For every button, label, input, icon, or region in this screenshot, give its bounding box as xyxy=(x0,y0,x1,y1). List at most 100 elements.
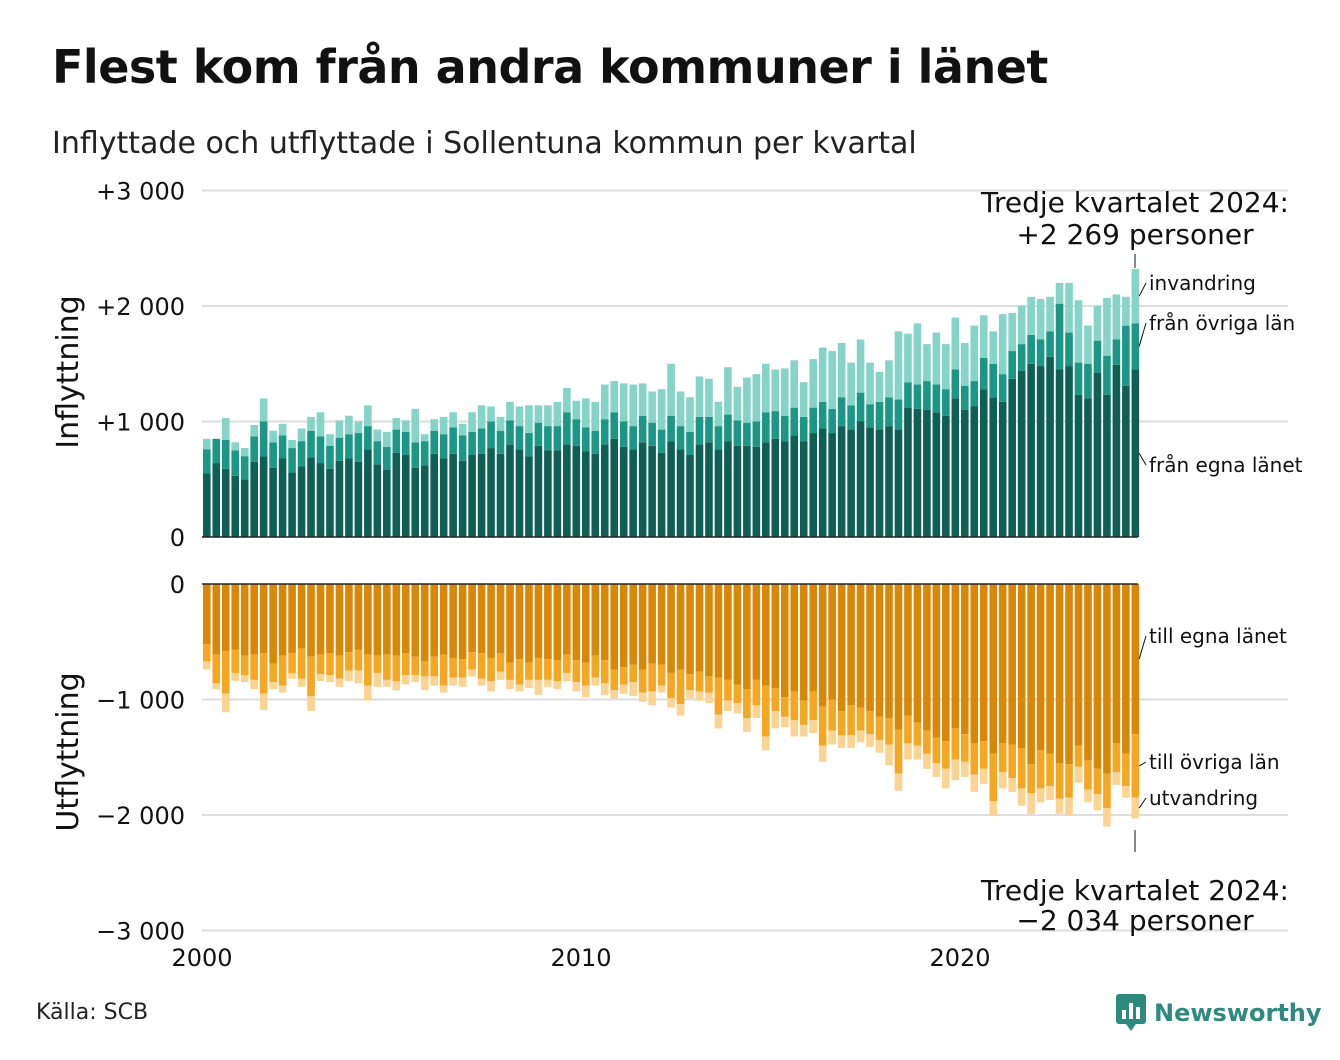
inflow-bar-segment xyxy=(780,415,789,442)
inflow-bar-segment xyxy=(856,421,865,537)
inflow-bar-segment xyxy=(401,454,410,537)
outflow-bar-segment xyxy=(326,653,334,676)
newsworthy-logo: Newsworthy xyxy=(1116,994,1322,1032)
outflow-bar-segment xyxy=(979,584,988,742)
outflow-bar-segment xyxy=(799,584,808,701)
outflow-bar-segment xyxy=(771,687,780,712)
outflow-bar-segment xyxy=(979,741,988,769)
outflow-bar-segment xyxy=(1093,584,1102,769)
inflow-bar-segment xyxy=(752,421,761,447)
outflow-bar-segment xyxy=(259,584,268,654)
outflow-bars xyxy=(203,584,1140,827)
x-tick-label: 2000 xyxy=(171,944,232,972)
outflow-bar-segment xyxy=(913,584,922,723)
outflow-bar-segment xyxy=(847,705,855,736)
chart-title: Flest kom från andra kommuner i länet xyxy=(52,40,1048,94)
inflow-bar-segment xyxy=(392,429,401,453)
outflow-bar-segment xyxy=(582,584,590,663)
outflow-bar-segment xyxy=(430,676,438,686)
inflow-bar-segment xyxy=(1093,372,1102,537)
inflow-bar-segment xyxy=(600,419,609,445)
inflow-bar-segment xyxy=(600,444,609,537)
inflow-bar-segment xyxy=(326,445,334,469)
outflow-bar-segment xyxy=(610,690,619,699)
inflow-bar-segment xyxy=(913,384,922,409)
outflow-bar-segment xyxy=(942,584,950,742)
outflow-bar-segment xyxy=(525,584,533,663)
inflow-bar-segment xyxy=(1036,366,1045,537)
inflow-bar-segment xyxy=(942,415,950,537)
outflow-bar-segment xyxy=(818,745,827,762)
outflow-bar-segment xyxy=(629,682,637,697)
inflow-bar-segment xyxy=(1008,351,1016,379)
outflow-bar-segment xyxy=(477,678,486,686)
outflow-bar-segment xyxy=(288,672,296,679)
inflow-bar-segment xyxy=(648,391,656,423)
outflow-bar-segment xyxy=(913,745,922,760)
inflow-bar-segment xyxy=(468,412,476,432)
outflow-bar-segment xyxy=(1084,584,1092,761)
outflow-bar-segment xyxy=(743,584,751,690)
inflow-bar-segment xyxy=(278,458,287,537)
leader-line xyxy=(1138,322,1147,347)
inflow-bar-segment xyxy=(250,424,258,437)
inflow-bar-segment xyxy=(686,397,694,432)
inflow-bar-segment xyxy=(799,416,808,442)
outflow-bar-segment xyxy=(610,584,619,670)
inflow-bar-segment xyxy=(288,439,296,449)
inflow-bar-segment xyxy=(515,426,524,450)
inflow-bar-segment xyxy=(771,438,780,537)
outflow-bar-segment xyxy=(591,677,600,686)
inflow-bar-segment xyxy=(1103,297,1111,356)
y-axis-title-inflow: Inflyttning xyxy=(51,295,86,448)
inflow-bar-segment xyxy=(307,416,315,431)
series-label-inflow: från egna länet xyxy=(1149,453,1303,477)
outflow-bar-segment xyxy=(449,677,457,686)
outflow-bar-segment xyxy=(638,692,647,702)
outflow-bar-segment xyxy=(733,702,742,714)
outflow-bar-segment xyxy=(752,705,761,718)
inflow-bar-segment xyxy=(733,386,742,421)
inflow-bar-segment xyxy=(487,448,495,537)
outflow-bar-segment xyxy=(534,679,543,695)
outflow-bar-segment xyxy=(392,584,401,656)
outflow-bar-segment xyxy=(875,584,884,717)
inflow-bar-segment xyxy=(582,398,590,428)
inflow-bar-segment xyxy=(743,377,751,423)
outflow-bar-segment xyxy=(1103,808,1111,827)
outflow-bar-segment xyxy=(828,730,836,745)
y-tick-label-bottom: 0 xyxy=(170,571,185,599)
outflow-bar-segment xyxy=(1122,753,1130,787)
outflow-bar-segment xyxy=(439,584,448,655)
outflow-bar-segment xyxy=(269,584,277,664)
outflow-bar-segment xyxy=(894,584,903,730)
inflow-bar-segment xyxy=(1112,339,1121,365)
inflow-bar-segment xyxy=(1036,339,1045,367)
outflow-bar-segment xyxy=(961,734,969,762)
outflow-bar-segment xyxy=(1046,786,1054,800)
y-tick-label-bottom: −2 000 xyxy=(96,802,185,830)
inflow-bar-segment xyxy=(525,405,533,434)
inflow-bar-segment xyxy=(506,401,514,421)
outflow-bar-segment xyxy=(904,715,912,744)
outflow-bar-segment xyxy=(638,584,647,670)
outflow-bar-segment xyxy=(1065,797,1073,815)
inflow-bar-segment xyxy=(1017,344,1026,371)
outflow-bar-segment xyxy=(970,774,979,792)
outflow-bar-segment xyxy=(307,584,315,657)
inflow-bar-segment xyxy=(572,445,581,537)
outflow-bar-segment xyxy=(610,669,619,691)
inflow-bar-segment xyxy=(231,450,240,476)
series-label-outflow: till övriga län xyxy=(1149,750,1280,774)
inflow-bar-segment xyxy=(373,429,382,442)
outflow-bar-segment xyxy=(316,654,325,675)
inflow-bar-segment xyxy=(212,438,221,464)
outflow-bar-segment xyxy=(657,584,666,665)
outflow-bar-segment xyxy=(572,682,581,692)
inflow-bar-segment xyxy=(932,384,941,413)
outflow-bar-segment xyxy=(1027,764,1035,794)
outflow-bar-segment xyxy=(373,655,382,673)
inflow-bar-segment xyxy=(1103,394,1111,537)
outflow-bar-segment xyxy=(411,656,420,676)
inflow-bar-segment xyxy=(591,453,600,537)
